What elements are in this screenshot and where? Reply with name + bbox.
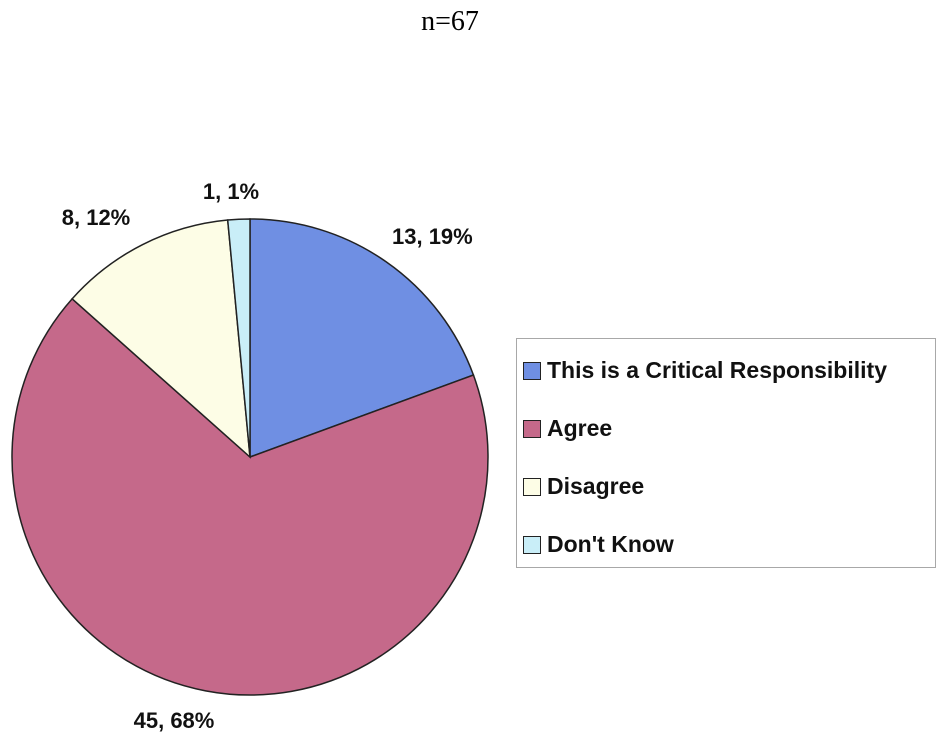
legend: This is a Critical Responsibility Agree … — [516, 338, 936, 568]
pie-slice-don-t-know — [226, 218, 251, 458]
legend-swatch-dont-know — [523, 535, 541, 554]
legend-item-disagree: Disagree — [523, 473, 644, 500]
legend-item-critical-responsibility: This is a Critical Responsibility — [523, 357, 887, 384]
pie-slice-agree — [11, 297, 489, 696]
legend-label-agree: Agree — [547, 415, 613, 441]
legend-label-critical-responsibility: This is a Critical Responsibility — [547, 357, 887, 383]
pie-slice-this-is-a-critical-responsibility — [249, 218, 475, 459]
legend-item-agree: Agree — [523, 415, 612, 442]
legend-label-dont-know: Don't Know — [547, 531, 674, 557]
legend-swatch-agree — [523, 419, 541, 438]
data-label-don-t-know: 1, 1% — [203, 179, 259, 204]
data-label-disagree: 8, 12% — [62, 205, 131, 230]
data-label-this-is-a-critical-responsibility: 13, 19% — [392, 224, 473, 249]
legend-label-disagree: Disagree — [547, 473, 645, 499]
pie-slice-disagree — [71, 219, 251, 459]
legend-item-dont-know: Don't Know — [523, 531, 674, 558]
legend-swatch-critical-responsibility — [523, 361, 541, 380]
legend-swatch-disagree — [523, 477, 541, 496]
data-label-agree: 45, 68% — [134, 708, 215, 733]
chart-title: n=67 — [421, 6, 479, 37]
